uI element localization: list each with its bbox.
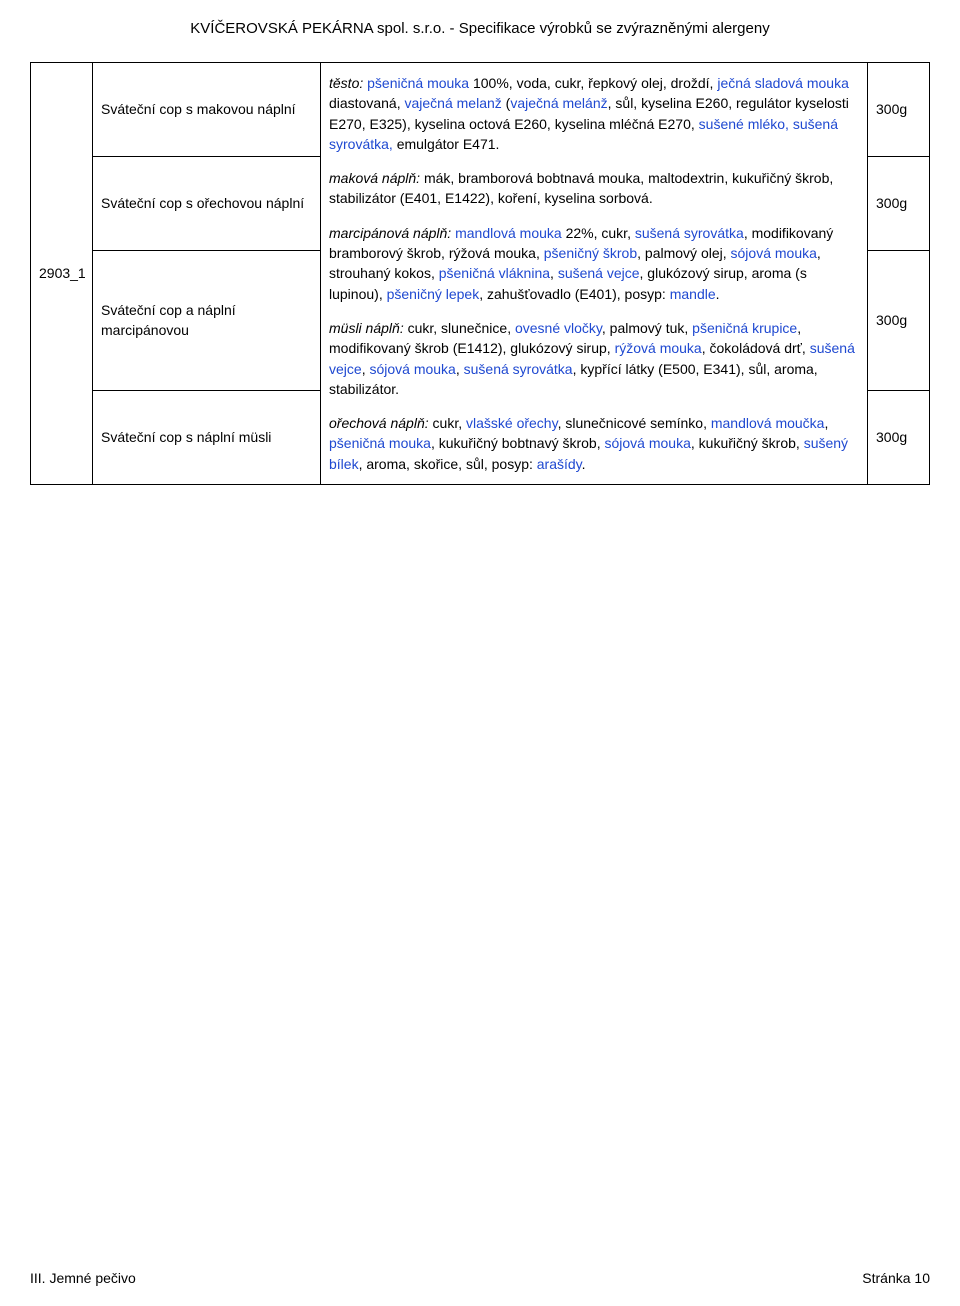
product-weight: 300g [868, 63, 930, 157]
desc-musli: müsli náplň: cukr, slunečnice, ovesné vl… [329, 318, 859, 399]
desc-makova: maková náplň: mák, bramborová bobtnavá m… [329, 168, 859, 209]
page-footer: III. Jemné pečivo Stránka 10 [30, 1270, 930, 1286]
table-row: 2903_1 Sváteční cop s makovou náplní těs… [31, 63, 930, 157]
product-name: Sváteční cop a náplní marcipánovou [93, 250, 321, 390]
product-weight: 300g [868, 250, 930, 390]
product-weight: 300g [868, 391, 930, 485]
spec-table: 2903_1 Sváteční cop s makovou náplní těs… [30, 62, 930, 485]
product-description: těsto: pšeničná mouka 100%, voda, cukr, … [321, 63, 868, 485]
desc-testo: těsto: pšeničná mouka 100%, voda, cukr, … [329, 73, 859, 154]
product-id: 2903_1 [31, 63, 93, 485]
page-header: KVÍČEROVSKÁ PEKÁRNA spol. s.r.o. - Speci… [30, 20, 930, 37]
footer-section: III. Jemné pečivo [30, 1270, 136, 1286]
product-name: Sváteční cop s náplní müsli [93, 391, 321, 485]
desc-marcipan: marcipánová náplň: mandlová mouka 22%, c… [329, 223, 859, 304]
product-name: Sváteční cop s makovou náplní [93, 63, 321, 157]
product-name: Sváteční cop s ořechovou náplní [93, 156, 321, 250]
product-weight: 300g [868, 156, 930, 250]
footer-page: Stránka 10 [862, 1270, 930, 1286]
desc-orech: ořechová náplň: cukr, vlašské ořechy, sl… [329, 413, 859, 474]
